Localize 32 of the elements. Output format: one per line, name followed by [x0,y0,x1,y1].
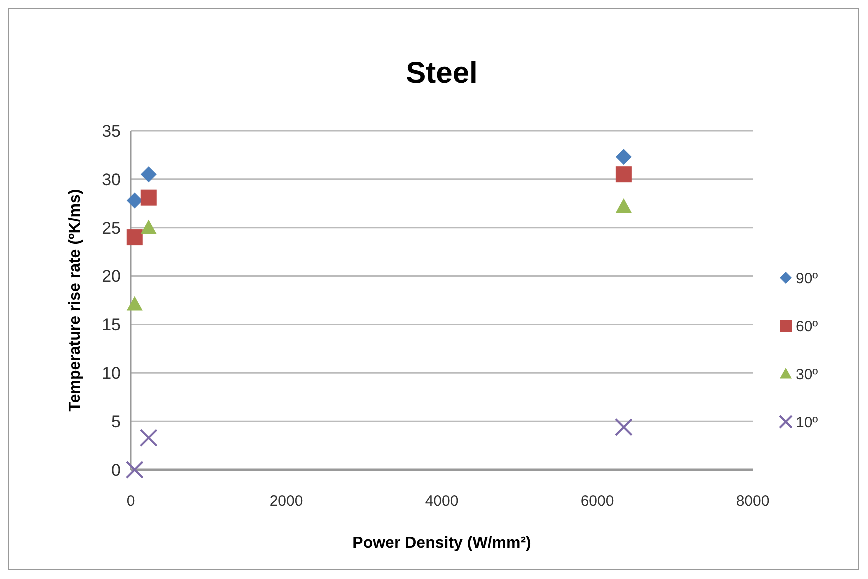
chart-title: Steel [406,57,478,90]
point [616,198,632,213]
point [140,190,157,206]
y-tick-label: 30 [102,170,121,190]
point [140,166,157,183]
y-tick-label: 10 [102,364,121,384]
legend-label: 30º [796,366,819,384]
y-axis-title: Temperature rise rate (ºK/ms) [67,189,84,412]
point [140,429,158,448]
legend-label: 10º [796,414,819,432]
point [126,230,143,246]
point [140,220,157,234]
x-axis-title: Power Density (W/mm²) [352,535,532,552]
y-tick-label: 0 [112,460,121,480]
point [614,418,633,436]
x-tick-label: 2000 [270,493,304,510]
x-tick-label: 4000 [425,493,459,510]
y-tick-label: 20 [102,267,121,286]
legend-label: 60º [796,318,819,336]
point [616,149,632,166]
y-tick-label: 15 [102,316,121,335]
point [126,192,143,209]
point [126,461,144,479]
y-tick-label: 35 [102,122,121,141]
x-tick-label: 0 [126,493,136,510]
y-tick-label: 5 [112,412,121,432]
point [126,296,143,311]
point [616,166,632,183]
x-tick-label: 8000 [736,493,770,510]
legend-label: 90º [796,270,819,288]
y-tick-label: 25 [102,218,121,238]
x-tick-label: 6000 [580,493,614,510]
